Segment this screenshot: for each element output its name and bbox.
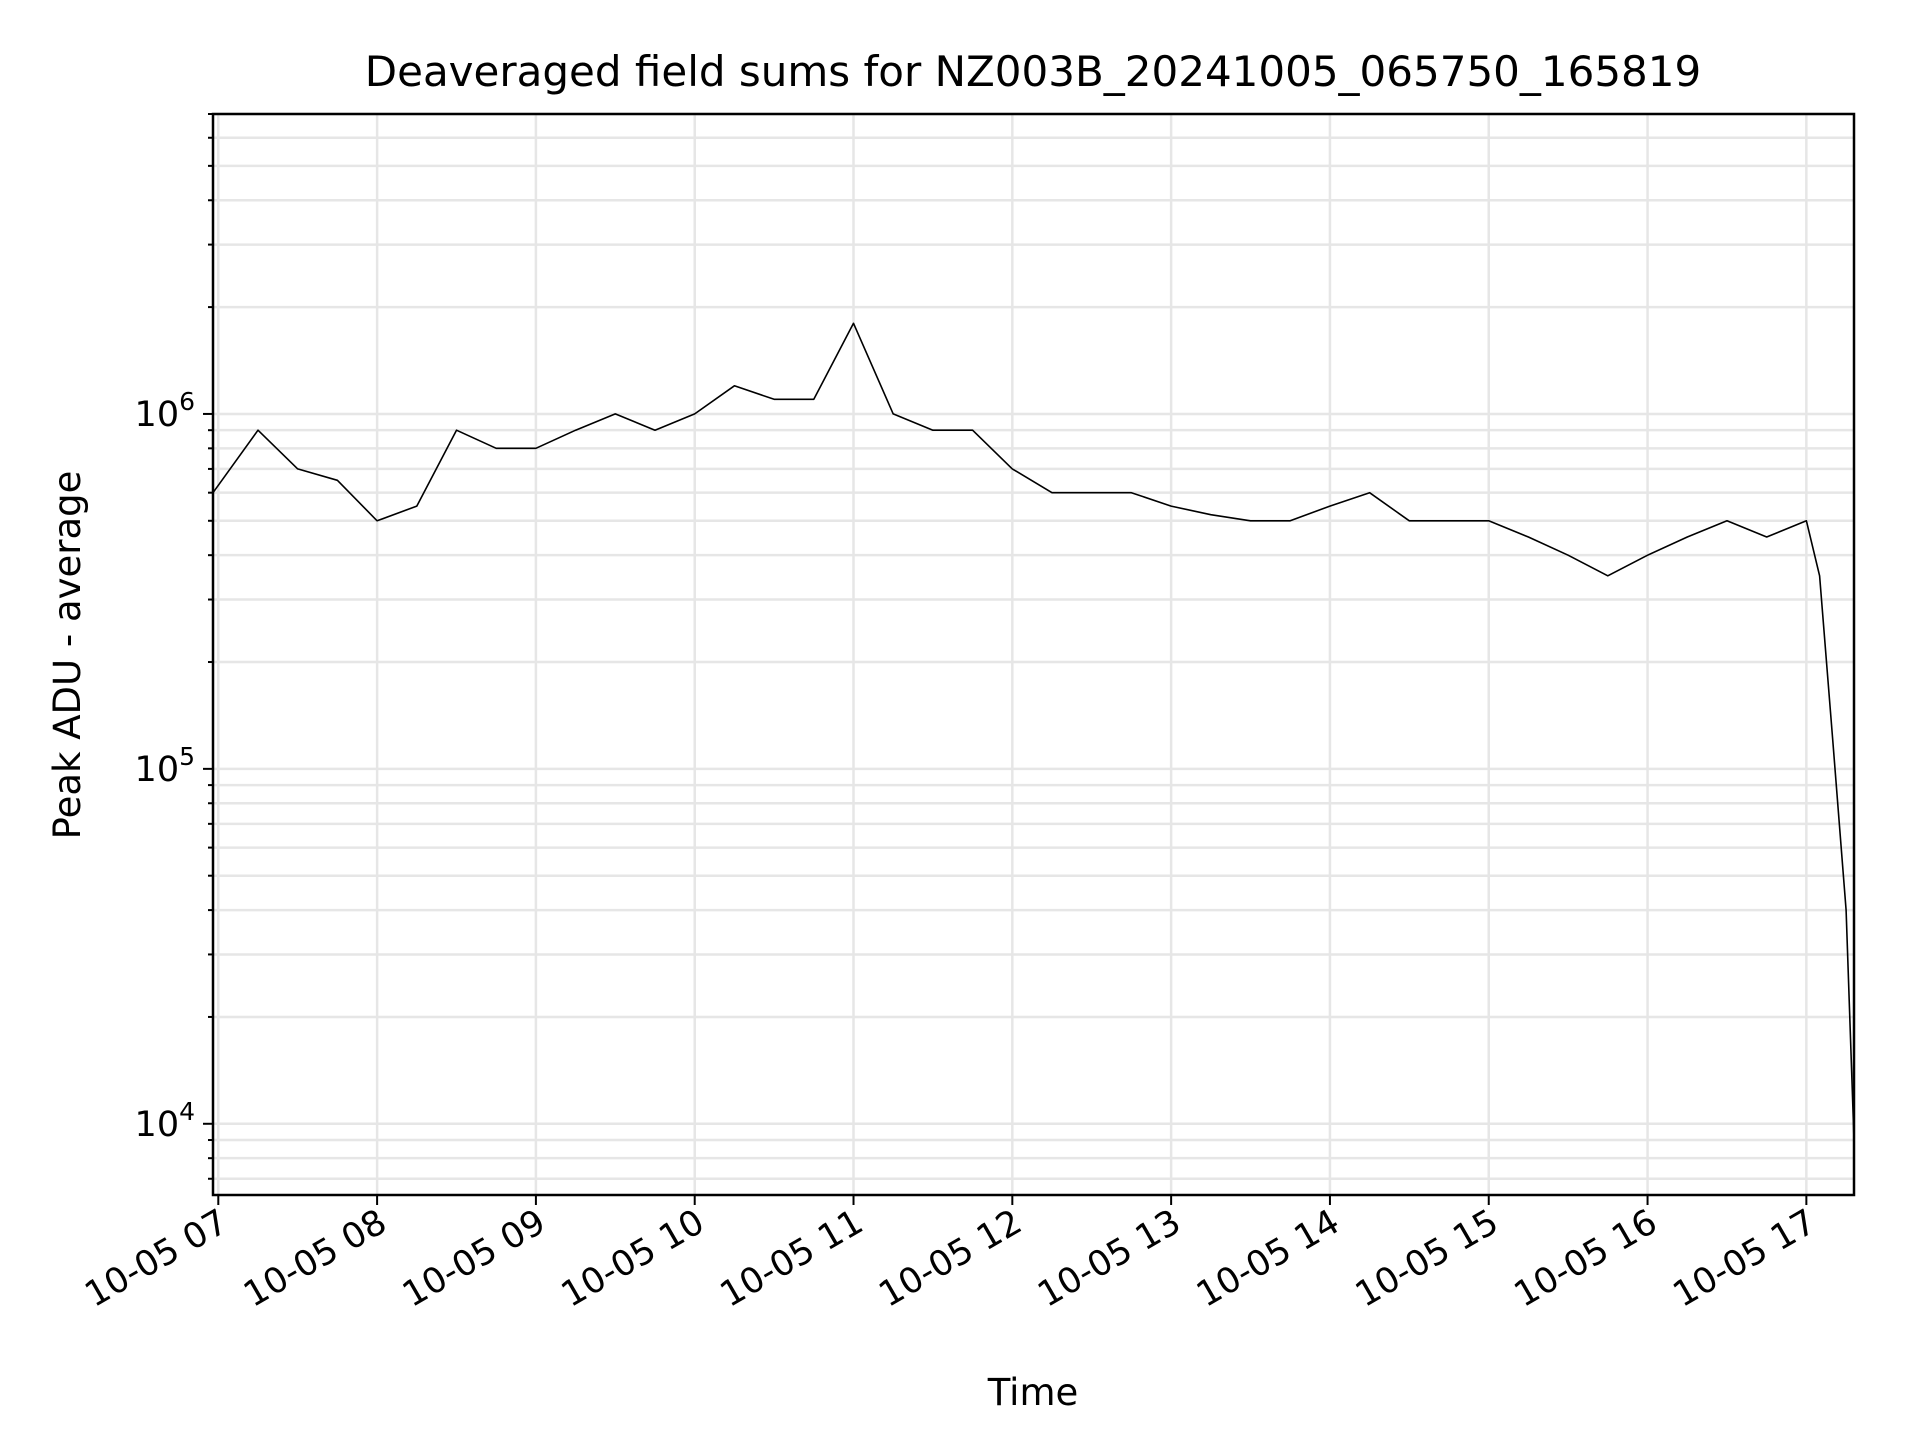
chart-title: Deaveraged field sums for NZ003B_2024100… [365,47,1701,96]
y-tick-label: 105 [135,742,195,790]
series-line [212,322,1855,1141]
y-axis-label: Peak ADU - average [46,471,89,840]
series-line-group [212,322,1855,1141]
grid-lines [213,112,1854,1195]
y-tick-label: 104 [135,1097,195,1145]
x-axis-label: Time [987,1371,1079,1414]
plot-frame [211,112,1856,1197]
y-tick-label: 106 [135,387,195,435]
